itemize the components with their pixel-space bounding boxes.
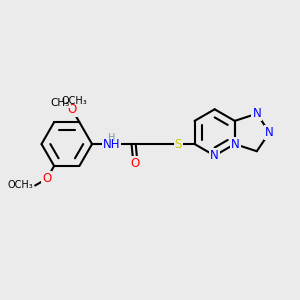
Text: O: O <box>68 103 76 116</box>
Text: H: H <box>108 133 115 142</box>
Text: N: N <box>231 138 240 151</box>
Text: CH₃: CH₃ <box>51 98 70 108</box>
Text: N: N <box>210 149 219 162</box>
Text: OCH₃: OCH₃ <box>8 181 34 190</box>
Text: O: O <box>42 172 51 185</box>
Text: O: O <box>130 157 140 170</box>
Text: N: N <box>265 126 274 139</box>
Text: NH: NH <box>103 138 120 151</box>
Text: N: N <box>252 107 261 120</box>
Text: S: S <box>175 138 182 151</box>
Text: OCH₃: OCH₃ <box>62 96 88 106</box>
